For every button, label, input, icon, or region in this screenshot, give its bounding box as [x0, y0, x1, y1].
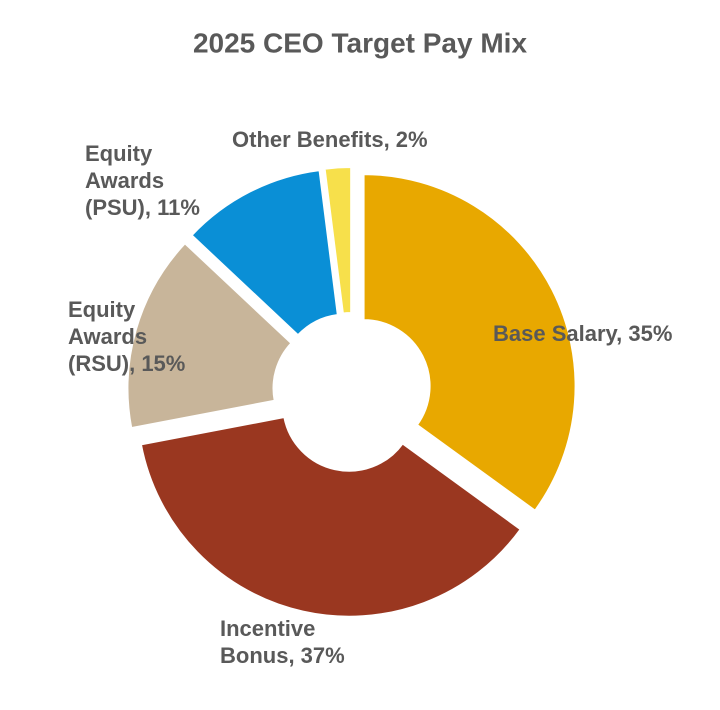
- donut-slice: [323, 166, 353, 315]
- slice-label: Equity Awards (PSU), 11%: [85, 141, 200, 220]
- donut-slice: [139, 415, 523, 618]
- donut-slice: [190, 168, 339, 337]
- donut-slice: [362, 173, 577, 513]
- slice-label: Base Salary, 35%: [493, 321, 673, 346]
- chart-title: 2025 CEO Target Pay Mix: [193, 27, 528, 58]
- slice-label: Other Benefits, 2%: [232, 127, 428, 152]
- slice-label: Equity Awards (RSU), 15%: [68, 297, 186, 376]
- donut-slice: [126, 241, 293, 430]
- slice-label: Incentive Bonus, 37%: [220, 616, 345, 668]
